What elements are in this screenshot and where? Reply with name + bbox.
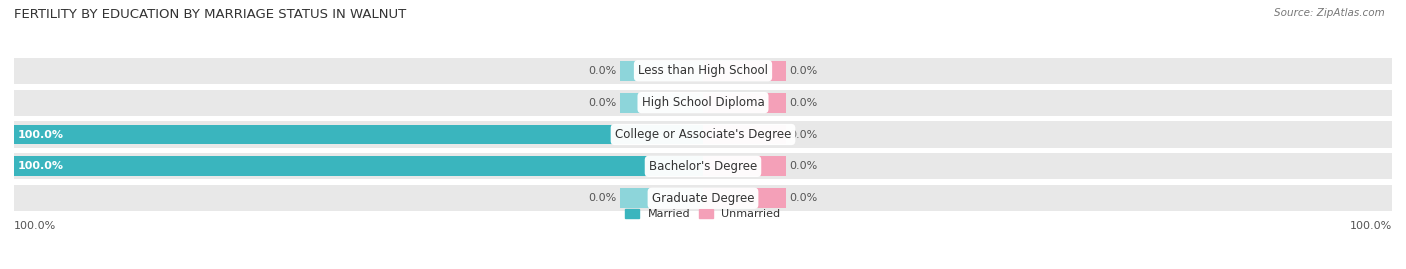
Bar: [14, 125, 703, 144]
Bar: [14, 157, 703, 176]
Text: 0.0%: 0.0%: [589, 98, 617, 108]
Bar: [14, 58, 1392, 84]
Text: 100.0%: 100.0%: [17, 161, 63, 171]
Bar: [14, 153, 1392, 179]
Text: FERTILITY BY EDUCATION BY MARRIAGE STATUS IN WALNUT: FERTILITY BY EDUCATION BY MARRIAGE STATU…: [14, 8, 406, 21]
Text: 0.0%: 0.0%: [789, 129, 817, 140]
Text: Less than High School: Less than High School: [638, 64, 768, 77]
Bar: [14, 121, 1392, 148]
Text: Graduate Degree: Graduate Degree: [652, 192, 754, 205]
Text: 100.0%: 100.0%: [14, 221, 56, 231]
Bar: [14, 185, 1392, 211]
Text: High School Diploma: High School Diploma: [641, 96, 765, 109]
Text: 0.0%: 0.0%: [789, 66, 817, 76]
Bar: [703, 188, 786, 208]
Bar: [703, 93, 786, 112]
Text: Bachelor's Degree: Bachelor's Degree: [650, 160, 756, 173]
Legend: Married, Unmarried: Married, Unmarried: [621, 204, 785, 224]
Bar: [703, 125, 786, 144]
Text: 0.0%: 0.0%: [789, 98, 817, 108]
Text: 0.0%: 0.0%: [589, 193, 617, 203]
Text: 0.0%: 0.0%: [789, 193, 817, 203]
Bar: [703, 157, 786, 176]
Text: Source: ZipAtlas.com: Source: ZipAtlas.com: [1274, 8, 1385, 18]
Bar: [620, 93, 703, 112]
Text: 0.0%: 0.0%: [589, 66, 617, 76]
Bar: [620, 188, 703, 208]
Text: College or Associate's Degree: College or Associate's Degree: [614, 128, 792, 141]
Text: 100.0%: 100.0%: [1350, 221, 1392, 231]
Bar: [703, 61, 786, 81]
Text: 0.0%: 0.0%: [789, 161, 817, 171]
Bar: [14, 90, 1392, 116]
Text: 100.0%: 100.0%: [17, 129, 63, 140]
Bar: [620, 61, 703, 81]
